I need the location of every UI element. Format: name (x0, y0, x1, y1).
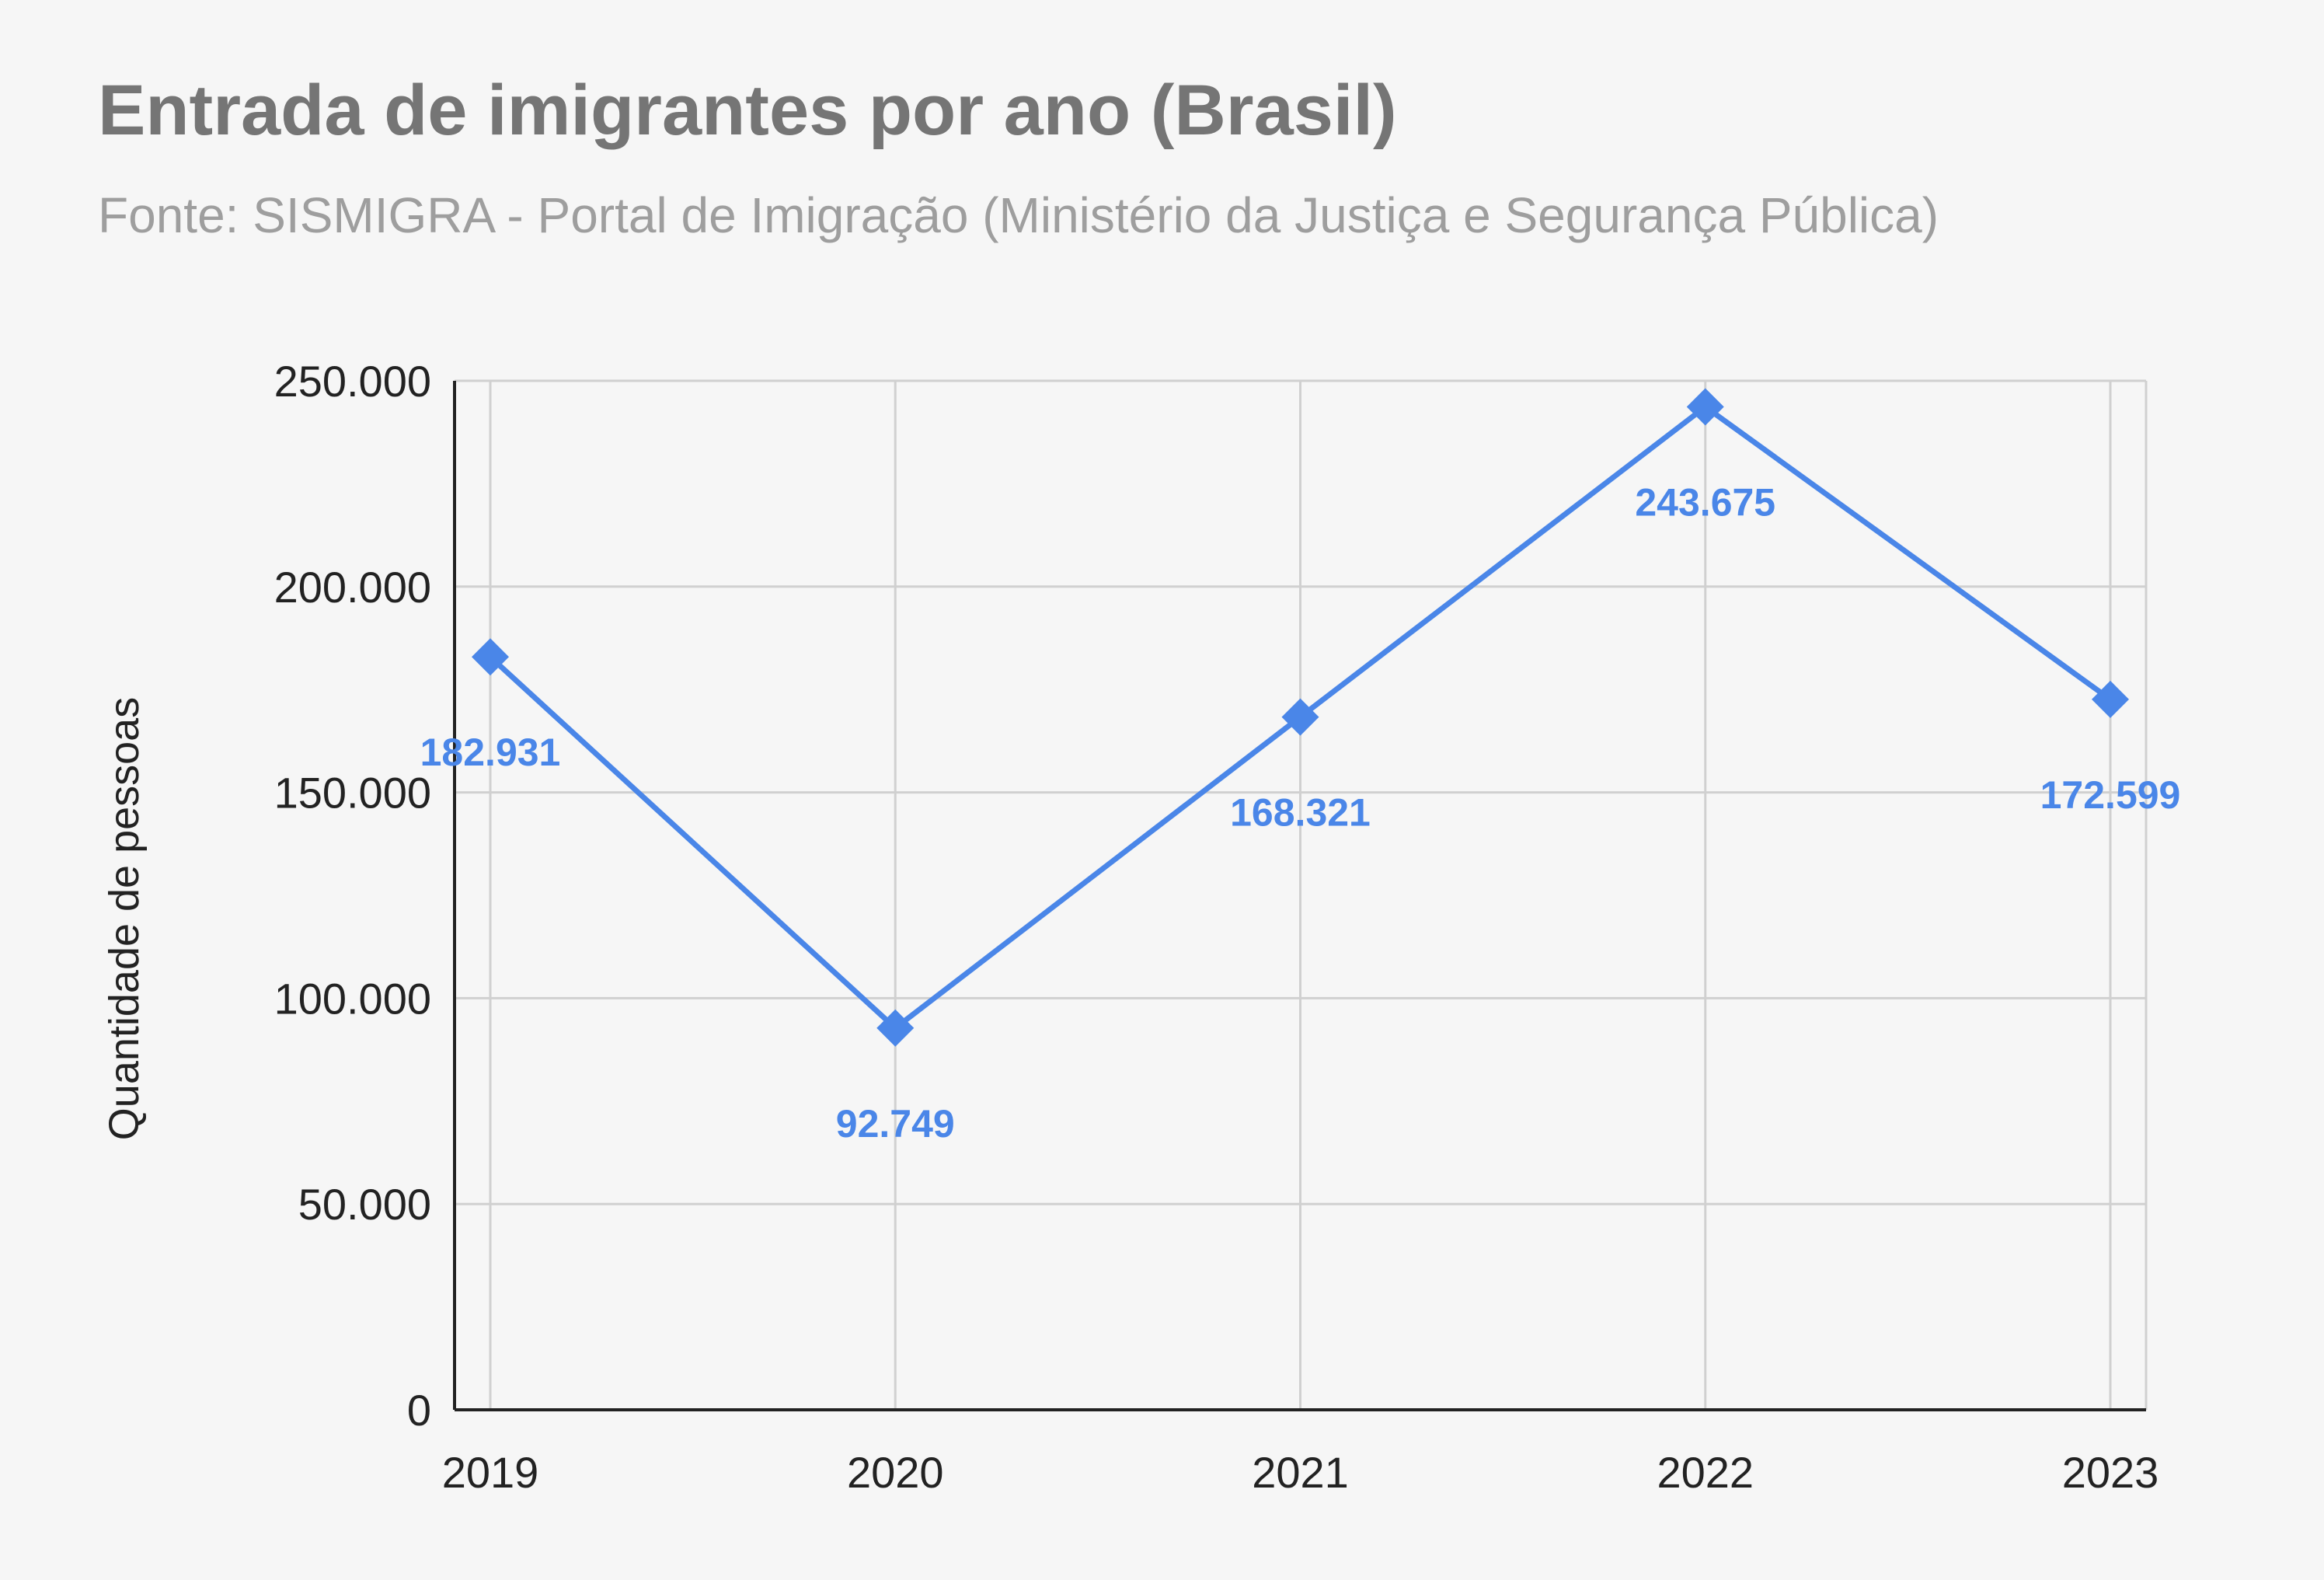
y-axis-title: Quantidade de pessoas (101, 697, 148, 1140)
x-tick-label: 2022 (1657, 1448, 1754, 1497)
series (472, 388, 2129, 1047)
y-tick-label: 0 (407, 1386, 431, 1435)
x-tick-label: 2019 (442, 1448, 539, 1497)
y-tick-label: 200.000 (274, 563, 431, 612)
chart-subtitle: Fonte: SISMIGRA - Portal de Imigração (M… (98, 187, 1939, 243)
x-tick-label: 2023 (2062, 1448, 2159, 1497)
data-labels: 182.931 92.749 168.321 243.675 172.599 (420, 480, 2181, 1145)
axes (453, 381, 2146, 1411)
data-point-marker (2092, 680, 2129, 718)
y-tick-label: 150.000 (274, 769, 431, 818)
y-tick-label: 50.000 (298, 1180, 431, 1229)
data-point-marker (876, 1009, 915, 1047)
data-label: 168.321 (1230, 791, 1371, 835)
y-tick-label: 250.000 (274, 357, 431, 406)
x-tick-label: 2020 (847, 1448, 944, 1497)
data-point-marker (472, 638, 509, 676)
chart-title: Entrada de imigrantes por ano (Brasil) (98, 71, 1397, 150)
x-tick-labels: 2019 2020 2021 2022 2023 (442, 1448, 2159, 1497)
x-tick-label: 2021 (1252, 1448, 1349, 1497)
data-label: 172.599 (2040, 773, 2181, 817)
y-tick-labels: 0 50.000 100.000 150.000 200.000 250.000 (274, 357, 431, 1435)
y-tick-label: 100.000 (274, 974, 431, 1023)
data-label: 243.675 (1635, 480, 1775, 524)
data-label: 182.931 (420, 731, 561, 774)
data-point-marker (1281, 698, 1319, 736)
grid-lines (455, 379, 2148, 1410)
data-label: 92.749 (836, 1102, 955, 1146)
data-point-marker (1686, 388, 1724, 426)
